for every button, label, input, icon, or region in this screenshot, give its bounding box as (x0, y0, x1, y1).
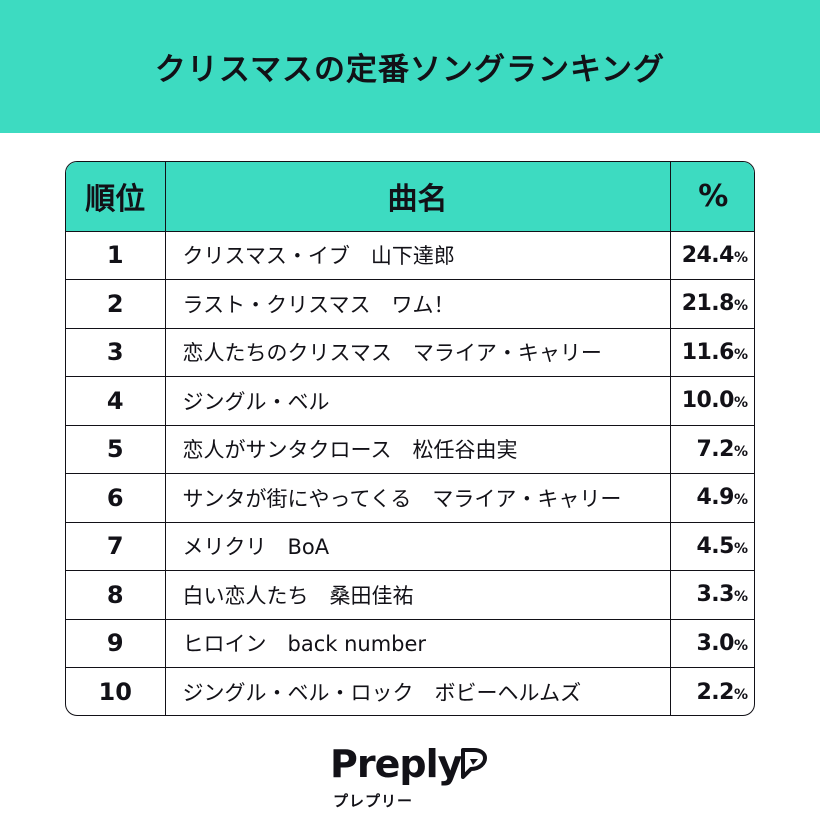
table-row: 3 恋人たちのクリスマス マライア・キャリー 11.6% (66, 327, 754, 377)
percent-unit: % (733, 298, 748, 315)
ranking-table: 順位 曲名 % 1 クリスマス・イブ 山下達郎 24.4% 2 ラスト・クリスマ… (65, 161, 755, 716)
song-cell: ヒロイン back number (164, 618, 670, 668)
rank-cell: 9 (66, 618, 165, 668)
song-cell: 恋人たちのクリスマス マライア・キャリー (164, 327, 670, 377)
percent-unit: % (733, 686, 748, 703)
table-row: 5 恋人がサンタクロース 松任谷由実 7.2% (66, 424, 754, 474)
song-cell: メリクリ BoA (164, 521, 670, 571)
table-row: 10 ジングル・ベル・ロック ボビーヘルムズ 2.2% (66, 667, 754, 715)
table-row: 1 クリスマス・イブ 山下達郎 24.4% (66, 231, 754, 280)
rank-cell: 1 (106, 241, 124, 270)
song-cell: サンタが街にやってくる マライア・キャリー (164, 473, 670, 522)
percent-unit: % (733, 492, 748, 509)
song-cell: ラスト・クリスマス ワム！ (164, 279, 670, 328)
rank-cell: 4 (66, 376, 165, 425)
percent-value: 3.3 (696, 582, 734, 608)
logo-wordmark: Preply (330, 742, 462, 786)
song-cell: 白い恋人たち 桑田佳祐 (164, 570, 670, 619)
column-header-title: 曲名 (164, 162, 670, 232)
percent-cell: 3.3% (669, 570, 754, 619)
percent-cell: 10.0% (669, 376, 754, 425)
rank-cell: 6 (66, 473, 165, 522)
percent-unit: % (733, 443, 748, 460)
percent-value: 7.2 (696, 436, 734, 462)
table-row: 4 ジングル・ベル 10.0% (66, 376, 754, 425)
logo-subtitle: プレプリー (333, 792, 414, 810)
percent-unit: % (733, 637, 748, 654)
title-banner: クリスマスの定番ソングランキング (0, 0, 820, 133)
percent-cell: 7.2% (669, 424, 754, 474)
song-cell: ジングル・ベル・ロック ボビーヘルムズ (164, 667, 670, 715)
percent-value: 2.2 (696, 679, 734, 705)
table-row: 6 サンタが街にやってくる マライア・キャリー 4.9% (66, 473, 754, 522)
percent-cell: 4.5% (669, 521, 754, 571)
rank-cell: 5 (66, 424, 165, 474)
rank-cell: 10 (66, 667, 165, 715)
percent-unit: % (733, 346, 748, 363)
percent-value: 11.6 (681, 339, 735, 365)
table-row: 7 メリクリ BoA 4.5% (66, 521, 754, 571)
percent-value: 10.0 (681, 388, 735, 414)
rank-cell: 7 (66, 521, 165, 571)
percent-cell: 2.2% (669, 667, 754, 715)
percent-cell: 24.4% (669, 231, 754, 280)
table-row: 2 ラスト・クリスマス ワム！ 21.8% (66, 279, 754, 328)
percent-value: 3.0 (696, 630, 734, 656)
column-header-rank: 順位 (66, 162, 165, 232)
table-header-row: 順位 曲名 % (66, 162, 754, 232)
rank-cell: 2 (66, 279, 165, 328)
percent-cell: 11.6% (669, 327, 754, 377)
percent-value: 24.4 (681, 242, 735, 268)
percent-value: 21.8 (681, 291, 735, 317)
percent-cell: 3.0% (669, 618, 754, 668)
rank-cell: 3 (66, 327, 165, 377)
percent-cell: 21.8% (669, 279, 754, 328)
page-title: クリスマスの定番ソングランキング (154, 52, 666, 88)
table-row: 9 ヒロイン back number 3.0% (66, 618, 754, 668)
percent-value: 4.5 (696, 533, 734, 559)
percent-unit: % (733, 540, 748, 557)
rank-cell: 8 (66, 570, 165, 619)
percent-value: 4.9 (696, 485, 734, 511)
percent-cell: 4.9% (669, 473, 754, 522)
song-cell: クリスマス・イブ 山下達郎 (164, 231, 670, 280)
table-row: 8 白い恋人たち 桑田佳祐 3.3% (66, 570, 754, 619)
column-header-percent: % (669, 162, 754, 232)
preply-logo: Preply プレプリー (330, 742, 490, 812)
song-cell: 恋人がサンタクロース 松任谷由実 (164, 424, 670, 474)
percent-unit: % (733, 589, 748, 606)
percent-unit: % (733, 249, 748, 266)
song-cell: ジングル・ベル (164, 376, 670, 425)
preply-mark-icon (458, 746, 490, 786)
percent-unit: % (733, 395, 748, 412)
